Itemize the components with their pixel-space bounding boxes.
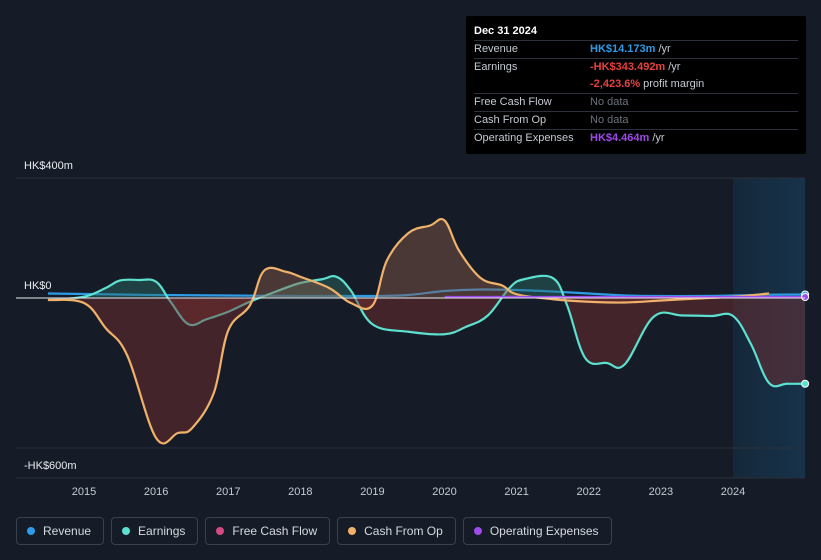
x-tick-label: 2022	[576, 486, 601, 498]
tooltip-date: Dec 31 2024	[474, 25, 537, 37]
legend-label: Operating Expenses	[489, 524, 599, 538]
marker-operating-expenses	[801, 293, 810, 301]
marker-earnings	[801, 379, 810, 388]
tooltip-label: Cash From Op	[474, 114, 547, 126]
x-tick-label: 2015	[71, 486, 97, 498]
x-tick-label: 2017	[215, 486, 241, 498]
x-tick-label: 2019	[360, 486, 385, 498]
tooltip-label: Free Cash Flow	[474, 96, 552, 108]
chart-legend: Revenue Earnings Free Cash Flow Cash Fro…	[16, 517, 619, 547]
legend-item-cash-from-op[interactable]: Cash From Op	[337, 517, 456, 545]
legend-item-free-cash-flow[interactable]: Free Cash Flow	[205, 517, 331, 545]
x-tick-label: 2016	[143, 486, 169, 498]
y-label-bottom: -HK$600m	[24, 460, 77, 472]
tooltip-unit: profit margin	[643, 78, 705, 90]
x-tick-label: 2023	[648, 486, 674, 498]
tooltip-row-revenue: Revenue HK$14.173m /yr	[474, 40, 798, 58]
tooltip-unit: /yr	[668, 61, 681, 73]
tooltip-label: Operating Expenses	[474, 132, 574, 144]
area-earnings-positive	[47, 275, 806, 298]
legend-dot-icon	[122, 527, 131, 535]
legend-label: Revenue	[43, 524, 92, 538]
line-cash-from-op	[47, 217, 770, 445]
legend-label: Earnings	[138, 524, 186, 538]
tooltip-unit: /yr	[658, 43, 671, 55]
legend-dot-icon	[348, 527, 357, 535]
area-cash-from-op-positive	[47, 219, 770, 298]
legend-dot-icon	[216, 527, 225, 535]
tooltip-row-margin: -2,423.6% profit margin	[474, 76, 798, 93]
tooltip-row-earnings: Earnings -HK$343.492m /yr	[474, 58, 798, 76]
line-earnings	[47, 274, 806, 388]
legend-label: Free Cash Flow	[232, 524, 318, 538]
tooltip-label: Revenue	[474, 43, 519, 55]
tooltip-value: -HK$343.492m	[590, 61, 666, 73]
legend-label: Cash From Op	[364, 524, 443, 538]
tooltip-unit: /yr	[652, 132, 665, 144]
legend-item-revenue[interactable]: Revenue	[16, 517, 105, 545]
tooltip-value: HK$4.464m	[590, 132, 650, 144]
tooltip-value: -2,423.6%	[590, 78, 641, 90]
legend-dot-icon	[473, 527, 482, 535]
tooltip-value: No data	[590, 114, 629, 126]
legend-item-earnings[interactable]: Earnings	[111, 517, 199, 545]
tooltip-row-opex: Operating Expenses HK$4.464m /yr	[474, 129, 798, 147]
tooltip-value: HK$14.173m	[590, 43, 656, 55]
tooltip-row-fcf: Free Cash Flow No data	[474, 93, 798, 111]
x-tick-label: 2024	[720, 486, 746, 498]
data-tooltip: Dec 31 2024 Revenue HK$14.173m /yr Earni…	[466, 16, 806, 154]
tooltip-label: Earnings	[474, 61, 518, 73]
y-label-top: HK$400m	[24, 160, 73, 172]
tooltip-value: No data	[590, 96, 629, 108]
tooltip-row-cfo: Cash From Op No data	[474, 111, 798, 129]
legend-item-operating-expenses[interactable]: Operating Expenses	[462, 517, 612, 545]
area-cash-from-op-negative	[47, 298, 770, 444]
legend-dot-icon	[27, 527, 35, 535]
x-tick-label: 2021	[504, 486, 529, 498]
y-label-zero: HK$0	[24, 280, 52, 292]
area-earnings-negative	[47, 298, 806, 387]
x-tick-label: 2018	[288, 486, 313, 498]
x-tick-label: 2020	[432, 486, 457, 498]
forecast-region	[733, 178, 805, 478]
